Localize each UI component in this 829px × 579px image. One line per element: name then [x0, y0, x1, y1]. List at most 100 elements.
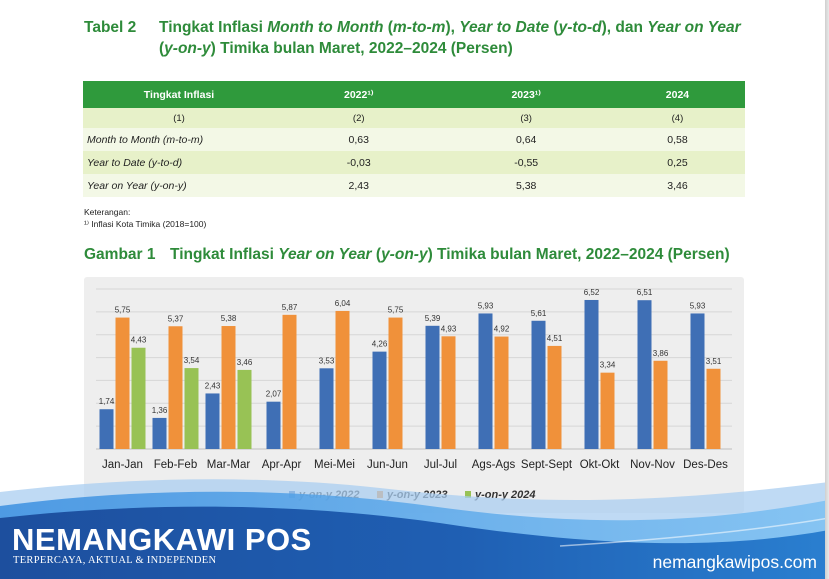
figure-title: Gambar 1 Tingkat Inflasi Year on Year (y… — [84, 246, 730, 264]
bar-y-on-y-2023 — [168, 326, 183, 449]
x-tick-label: Ags-Ags — [472, 459, 516, 471]
bar-y-on-y-2022 — [319, 368, 334, 449]
page-edge — [825, 0, 829, 579]
website-link[interactable]: nemangkawipos.com — [652, 552, 817, 572]
table-cell: 0,63 — [275, 128, 443, 151]
data-label: 5,87 — [282, 303, 298, 312]
data-label: 5,93 — [690, 301, 706, 310]
table-cell: -0,55 — [442, 151, 610, 174]
bar-y-on-y-2022 — [584, 299, 599, 449]
title-part: ), dan — [601, 19, 648, 36]
title-part: Month to Month — [267, 19, 384, 36]
data-label: 3,86 — [653, 349, 669, 358]
x-tick-label: Jun-Jun — [367, 459, 408, 471]
x-tick-label: Des-Des — [683, 459, 728, 471]
data-label: 4,26 — [372, 340, 388, 349]
bar-y-on-y-2022 — [152, 417, 167, 449]
row-label: Month to Month (m-to-m) — [83, 128, 275, 151]
data-label: 4,92 — [494, 325, 510, 334]
title-part: m-to-m — [392, 19, 446, 36]
col-header-indicator: Tingkat Inflasi — [83, 81, 275, 108]
data-label: 5,61 — [531, 309, 547, 318]
x-tick-label: Mar-Mar — [207, 459, 251, 471]
bar-y-on-y-2023 — [706, 368, 721, 449]
title-part: y-on-y — [381, 246, 428, 263]
table-cell: (4) — [609, 108, 745, 128]
table-cell: 3,46 — [609, 174, 745, 197]
title-part: ) Timika bulan Maret, 2022–2024 (Persen) — [427, 246, 730, 263]
notes-heading: Keterangan: — [84, 207, 131, 217]
table-cell: 2,43 — [275, 174, 443, 197]
title-part: Year on Year — [278, 246, 372, 263]
chart-panel: 1,74 5,75 4,43 Jan-Jan 1,36 5,37 3,54 Feb-Feb 2,… — [84, 277, 744, 513]
data-label: 6,51 — [637, 288, 653, 297]
data-label: 5,39 — [425, 314, 441, 323]
bar-y-on-y-2024 — [131, 347, 146, 449]
data-label: 5,75 — [115, 306, 131, 315]
bar-y-on-y-2023 — [221, 326, 236, 449]
notes-item: ¹⁾ Inflasi Kota Timika (2018=100) — [84, 219, 207, 229]
brand-logo-text: NEMANGKAWI POS — [12, 522, 312, 557]
data-label: 4,43 — [131, 336, 147, 345]
figure-number: Gambar 1 — [84, 246, 156, 263]
data-label: 2,43 — [205, 381, 221, 390]
figure-title-text: Tingkat Inflasi Year on Year (y-on-y) Ti… — [170, 246, 730, 264]
table-cell: (3) — [442, 108, 610, 128]
title-part: ( — [159, 40, 165, 57]
data-label: 1,36 — [152, 406, 168, 415]
x-tick-label: Feb-Feb — [154, 459, 197, 471]
title-part: ), — [445, 19, 460, 36]
table-title-text: Tingkat Inflasi Month to Month ( m-to-m),… — [159, 17, 759, 59]
bar-y-on-y-2023 — [115, 317, 130, 449]
bar-y-on-y-2023 — [653, 360, 668, 449]
table-row: Year on Year (y-on-y) 2,43 5,38 3,46 — [83, 174, 745, 197]
title-part: ( — [371, 246, 382, 263]
bar-y-on-y-2023 — [282, 314, 297, 449]
title-part: y-to-d — [558, 19, 602, 36]
title-part: ) Timika bulan Maret, 2022–2024 (Persen) — [210, 40, 513, 57]
title-part: Tingkat Inflasi — [159, 19, 268, 36]
data-label: 4,51 — [547, 334, 563, 343]
title-part: Tingkat Inflasi — [170, 246, 279, 263]
row-label: Year on Year (y-on-y) — [83, 174, 275, 197]
data-label: 3,53 — [319, 356, 335, 365]
brand-tagline: TERPERCAYA, AKTUAL & INDEPENDEN — [13, 555, 217, 566]
inflation-bar-chart: 1,74 5,75 4,43 Jan-Jan 1,36 5,37 3,54 Feb-Feb 2,… — [96, 288, 732, 501]
x-tick-label: Apr-Apr — [262, 459, 302, 471]
bar-y-on-y-2022 — [372, 351, 387, 449]
bar-y-on-y-2023 — [494, 336, 509, 449]
x-tick-label: Nov-Nov — [630, 459, 675, 471]
data-label: 5,38 — [221, 314, 237, 323]
bar-y-on-y-2024 — [184, 368, 199, 449]
x-tick-label: Okt-Okt — [580, 459, 620, 471]
table-cell: -0,03 — [275, 151, 443, 174]
table-cell: 5,38 — [442, 174, 610, 197]
x-tick-label: Sept-Sept — [521, 459, 573, 471]
data-label: 5,75 — [388, 306, 404, 315]
data-label: 5,93 — [478, 301, 494, 310]
table-header-row: Tingkat Inflasi 2022¹⁾ 2023¹⁾ 2024 — [83, 81, 745, 108]
table-index-row: (1) (2) (3) (4) — [83, 108, 745, 128]
data-label: 2,07 — [266, 390, 282, 399]
title-part: y-on-y — [164, 40, 211, 57]
legend-swatch — [465, 491, 471, 498]
col-header-2022: 2022¹⁾ — [275, 81, 443, 108]
table-cell: 0,25 — [609, 151, 745, 174]
data-label: 3,34 — [600, 361, 616, 370]
bar-y-on-y-2022 — [205, 393, 220, 449]
col-header-2023: 2023¹⁾ — [442, 81, 610, 108]
col-header-2024: 2024 — [609, 81, 745, 108]
data-label: 3,54 — [184, 356, 200, 365]
table-cell: (2) — [275, 108, 443, 128]
bar-y-on-y-2022 — [99, 409, 114, 449]
footer-wave-banner — [0, 479, 829, 579]
inflation-table: Tingkat Inflasi 2022¹⁾ 2023¹⁾ 2024 (1) (… — [83, 81, 745, 197]
table-cell: 0,64 — [442, 128, 610, 151]
table-row: Year to Date (y-to-d) -0,03 -0,55 0,25 — [83, 151, 745, 174]
bar-y-on-y-2023 — [335, 310, 350, 449]
x-tick-label: Jan-Jan — [102, 459, 143, 471]
bar-y-on-y-2023 — [600, 372, 615, 449]
bar-y-on-y-2022 — [690, 313, 705, 449]
bar-y-on-y-2023 — [547, 345, 562, 449]
